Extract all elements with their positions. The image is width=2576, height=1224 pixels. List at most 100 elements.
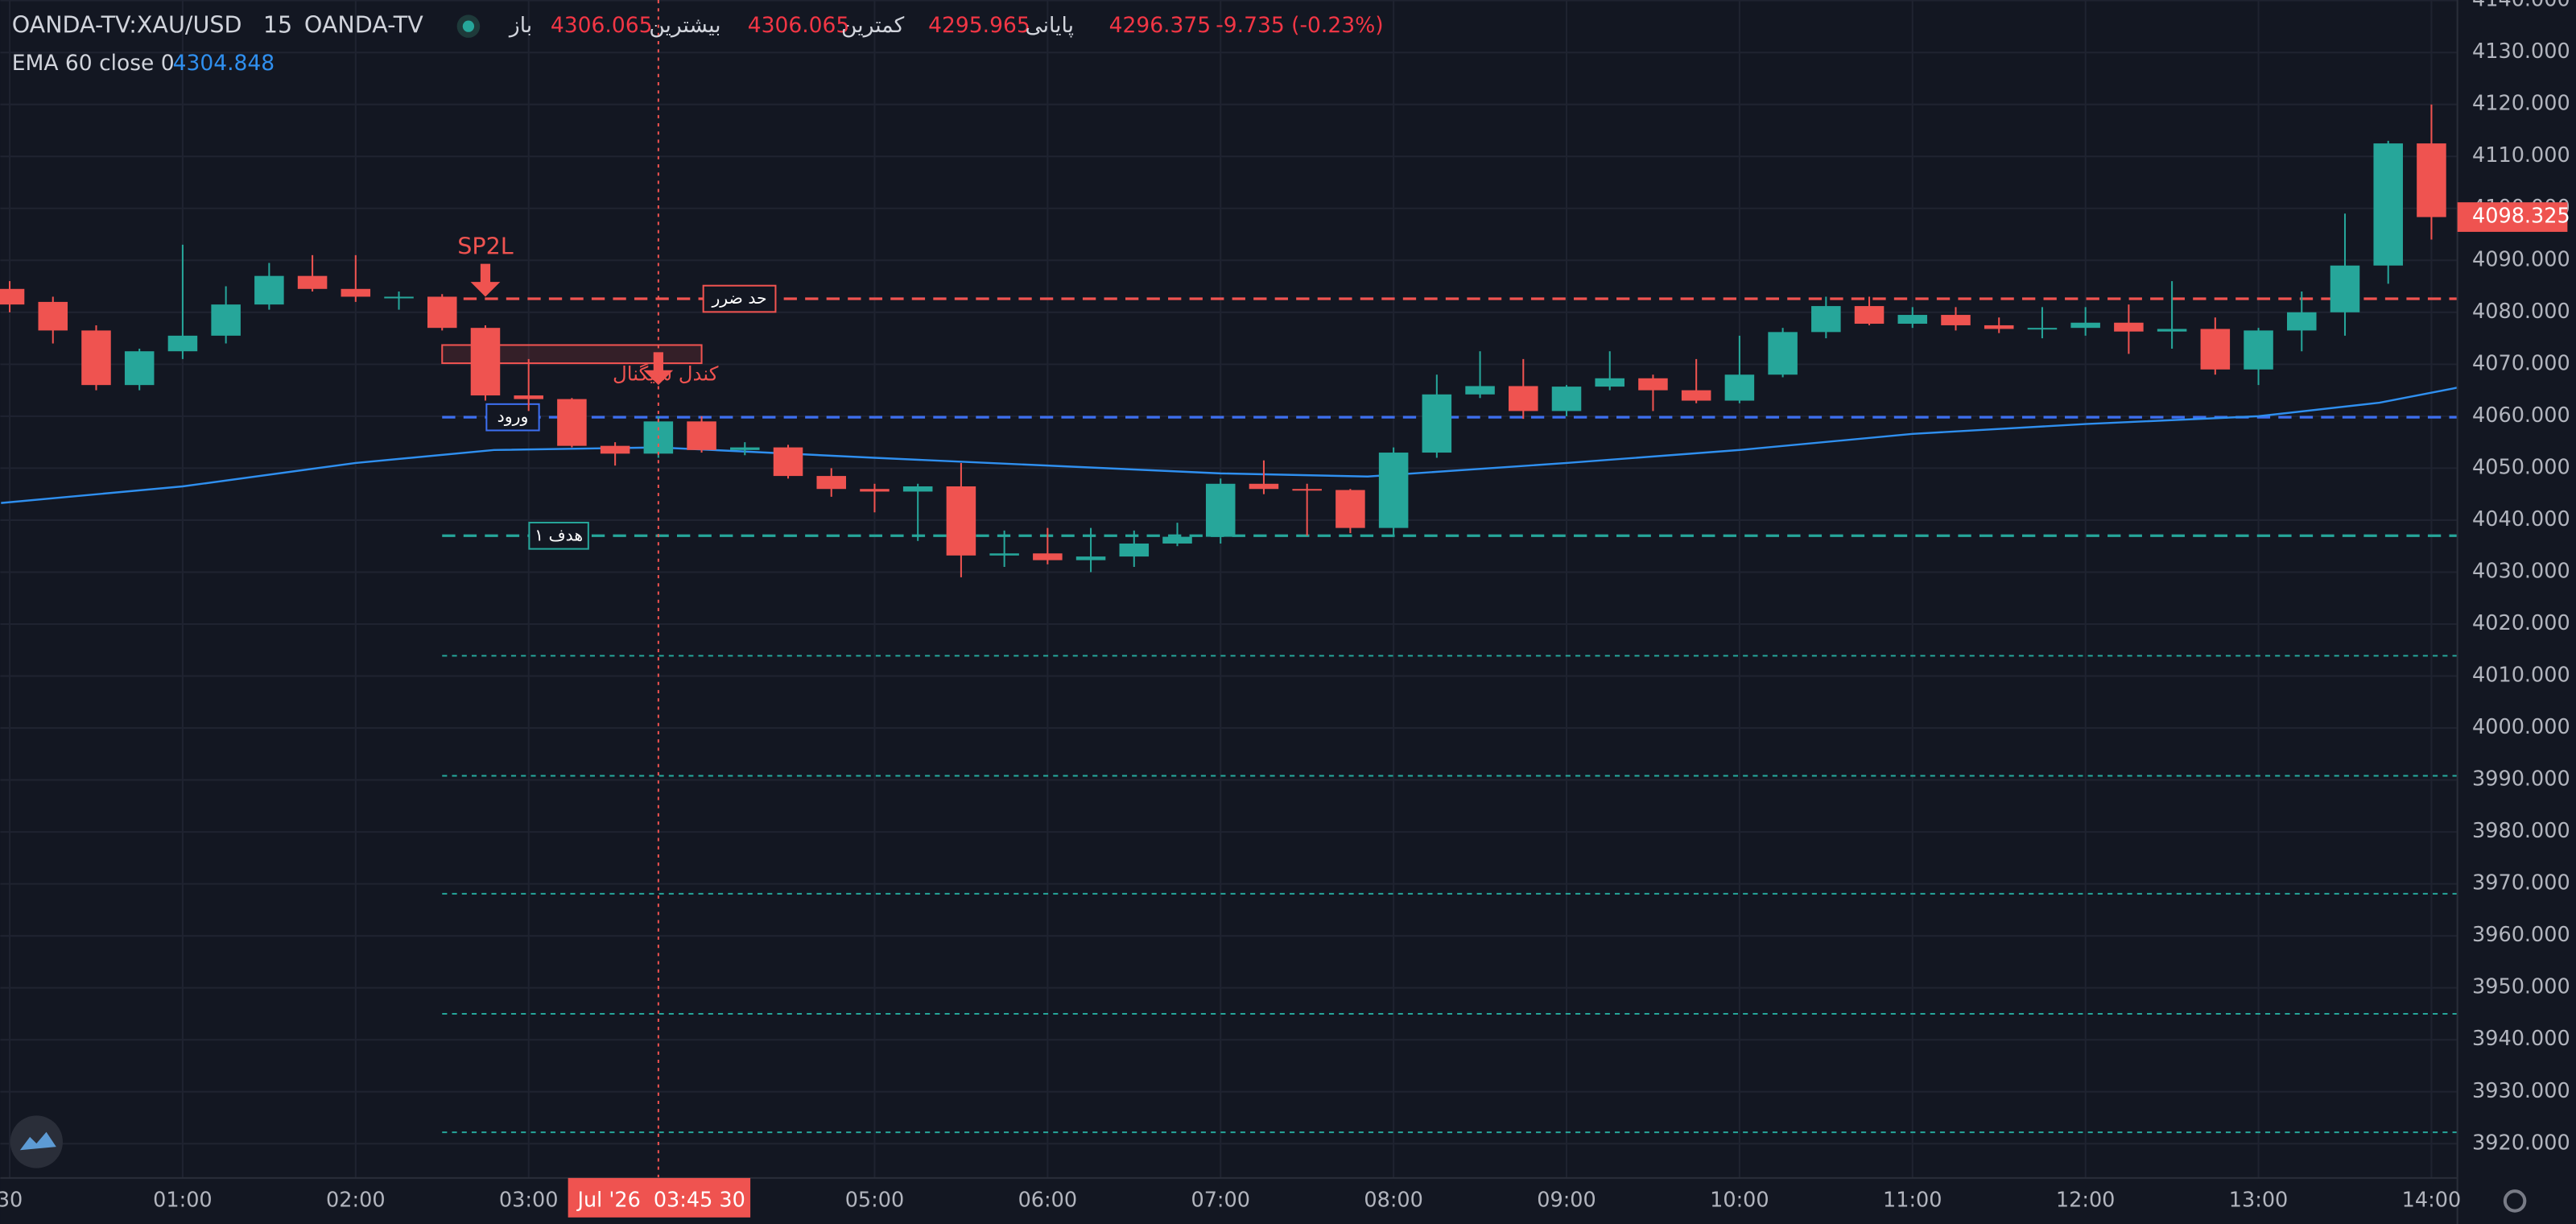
crosshair-date: Jul '26: [576, 1188, 640, 1212]
last-price-box: [2457, 202, 2568, 232]
candle-body: [989, 553, 1019, 556]
plot: حد ضرر ورود هدف ۱ SP2L کندل سیگنال: [0, 0, 2458, 1178]
candle-body: [1205, 483, 1236, 537]
candle-body: [1422, 394, 1452, 453]
candle-body: [1681, 390, 1711, 401]
legend-label: باز: [508, 13, 532, 38]
candle-body: [730, 447, 760, 450]
y-tick-label: 3990.000: [2472, 767, 2570, 792]
candle-body: [2287, 312, 2317, 331]
y-tick-label: 4010.000: [2472, 664, 2570, 688]
candle-body: [2373, 143, 2403, 266]
candle-body: [427, 296, 457, 329]
candle-body: [1551, 387, 1582, 411]
candle-body: [211, 304, 241, 336]
x-tick-label: 08:00: [1364, 1188, 1423, 1212]
x-tick-label: 09:00: [1537, 1188, 1596, 1212]
x-tick-label: 07:00: [1191, 1188, 1250, 1212]
y-tick-label: 3920.000: [2472, 1131, 2570, 1155]
candle-body: [1811, 306, 1841, 333]
candle-body: [557, 399, 587, 446]
crosshair-time: 03:45 30: [654, 1188, 745, 1212]
x-tick-label: 03:00: [499, 1188, 559, 1212]
candle-body: [2070, 322, 2100, 329]
candle-body: [1335, 490, 1365, 528]
y-tick-label: 4140.000: [2472, 0, 2570, 12]
level-label-box: [528, 521, 589, 550]
y-tick-label: 4130.000: [2472, 39, 2570, 64]
candle-body: [0, 288, 25, 305]
logo[interactable]: [10, 1115, 63, 1168]
exchange: OANDA-TV: [304, 11, 423, 39]
legend-label: بیشترین: [649, 13, 720, 38]
x-tick-label: 12:00: [2056, 1188, 2115, 1212]
ema-name: EMA 60 close 0: [12, 51, 175, 76]
level-label-box: [702, 284, 777, 313]
symbol: OANDA-TV:XAU/USD: [12, 11, 242, 39]
candle-body: [384, 296, 414, 299]
grid: [0, 0, 2458, 1178]
x-tick-label: 02:00: [326, 1188, 386, 1212]
candle-body: [341, 288, 371, 297]
level-label-box: [485, 403, 540, 432]
y-tick-label: 3930.000: [2472, 1079, 2570, 1103]
y-tick-label: 4120.000: [2472, 92, 2570, 116]
candle-body: [2417, 143, 2446, 217]
candle-body: [2114, 322, 2144, 332]
x-tick-label: 30: [0, 1188, 23, 1212]
x-tick-label: 11:00: [1883, 1188, 1942, 1212]
legend-value: 4296.375: [1109, 13, 1212, 38]
candle-body: [1509, 386, 1538, 411]
y-tick-label: 4090.000: [2472, 247, 2570, 271]
y-tick-label: 3960.000: [2472, 923, 2570, 947]
candle-body: [1768, 332, 1798, 375]
y-tick-label: 4060.000: [2472, 403, 2570, 428]
legend-value: 4295.965: [928, 13, 1030, 38]
y-tick-label: 3940.000: [2472, 1027, 2570, 1051]
logo-icon: [19, 1131, 56, 1151]
legend-value: 4306.065: [748, 13, 850, 38]
candle-body: [1162, 536, 1192, 544]
x-tick-label: 13:00: [2229, 1188, 2289, 1212]
y-tick-label: 4080.000: [2472, 300, 2570, 324]
level-label: حد ضرر: [711, 288, 766, 308]
signal-name: SP2L: [457, 232, 513, 259]
candle-body: [297, 275, 328, 289]
candle-body: [1292, 489, 1322, 491]
last-price: 4098.325: [2472, 205, 2570, 229]
candle-body: [1984, 325, 2014, 329]
candle-body: [254, 275, 284, 305]
ema-line: [1, 387, 2458, 504]
x-tick-label: 14:00: [2402, 1188, 2462, 1212]
level-label: هدف ۱: [535, 525, 583, 544]
candle-body: [2244, 330, 2273, 370]
y-tick-label: 3950.000: [2472, 975, 2570, 999]
y-tick-label: 3970.000: [2472, 871, 2570, 895]
y-tick-label: 4110.000: [2472, 143, 2570, 167]
candle-body: [1595, 378, 1624, 387]
candle-body: [38, 301, 68, 331]
candle-body: [600, 445, 630, 454]
signal-arrow: [470, 263, 501, 297]
candle-body: [514, 395, 543, 399]
candle-body: [1378, 453, 1409, 528]
candle-body: [2200, 329, 2231, 370]
candle-body: [167, 335, 198, 352]
candle-body: [1075, 556, 1106, 560]
settings-icon[interactable]: [2503, 1189, 2527, 1213]
candle-body: [470, 328, 501, 396]
y-tick-label: 4070.000: [2472, 351, 2570, 375]
legend-value: 4306.065: [551, 13, 653, 38]
candle-body: [773, 447, 803, 477]
candle-body: [860, 489, 890, 492]
candle-body: [1465, 386, 1495, 395]
x-tick-label: 10:00: [1710, 1188, 1769, 1212]
x-tick-label: 06:00: [1018, 1188, 1078, 1212]
candle-body: [124, 351, 155, 386]
candle-body: [1033, 553, 1063, 560]
level-label: ورود: [497, 407, 529, 426]
candle-body: [946, 486, 976, 556]
x-tick-label: 01:00: [153, 1188, 213, 1212]
candle-body: [1897, 315, 1928, 325]
